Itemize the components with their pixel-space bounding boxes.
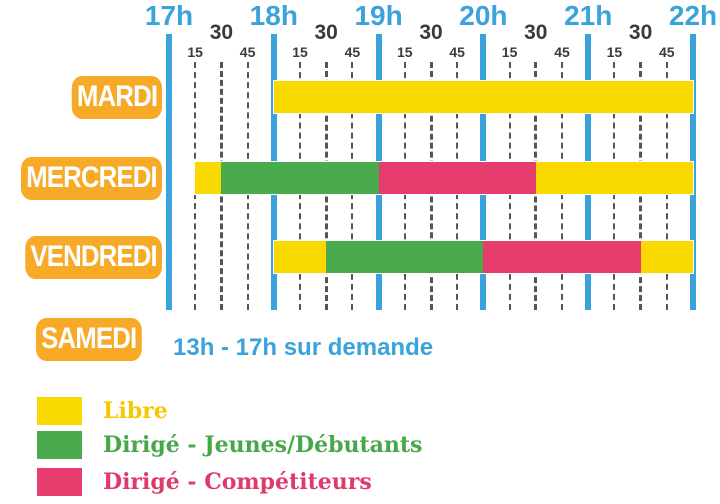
day-label-mardi: MARDI <box>71 76 162 119</box>
schedule-segment-jeunes <box>221 162 379 194</box>
hour-label: 17h <box>144 0 194 31</box>
half-hour-label: 30 <box>209 21 234 44</box>
quarter-label: 45 <box>659 44 675 60</box>
row-outline <box>194 161 694 195</box>
hour-label: 19h <box>354 0 403 31</box>
day-label-vendredi: VENDREDI <box>25 236 162 279</box>
schedule-segment-libre <box>273 241 327 273</box>
day-label-mercredi: MERCREDI <box>20 157 162 200</box>
row-outline <box>272 80 694 114</box>
schedule-segment-jeunes <box>326 241 484 273</box>
schedule-segment-libre <box>273 81 693 113</box>
schedule-segment-libre <box>535 162 693 194</box>
quarter-label: 15 <box>187 44 203 60</box>
half-hour-label: 30 <box>628 21 653 44</box>
quarter-label: 15 <box>606 44 623 60</box>
schedule-segment-libre <box>640 241 693 273</box>
hour-label: 22h <box>668 0 718 31</box>
quarter-label: 15 <box>501 44 518 60</box>
hour-label: 21h <box>564 0 613 31</box>
quarter-label: 45 <box>344 44 361 60</box>
legend-swatch <box>37 397 82 425</box>
half-hour-label: 30 <box>419 21 443 44</box>
legend-swatch <box>37 431 82 459</box>
hour-gridline <box>166 34 172 310</box>
legend-swatch <box>37 468 82 496</box>
half-hour-label: 30 <box>314 21 338 44</box>
quarter-label: 15 <box>292 44 308 60</box>
hour-label: 20h <box>459 0 508 31</box>
weekly-schedule: 17h 15 30 45 18h 15 30 45 19h 15 30 45 20h 15 30 45 21h 1… <box>20 0 718 310</box>
samedi-note: 13h - 17h sur demande <box>173 334 434 361</box>
hour-label: 18h <box>249 0 298 31</box>
quarter-label: 45 <box>554 44 570 60</box>
quarter-label: 45 <box>239 44 256 60</box>
schedule-segment-competiteurs <box>483 241 641 273</box>
quarter-label: 15 <box>397 44 413 60</box>
schedule-segment-libre <box>195 162 222 194</box>
legend-label: Dirigé - Jeunes/Débutants <box>103 432 423 458</box>
day-label-samedi: SAMEDI <box>36 318 142 361</box>
half-hour-label: 30 <box>524 21 548 44</box>
schedule-segment-competiteurs <box>378 162 536 194</box>
hour-gridline <box>690 34 696 310</box>
legend-label: Dirigé - Compétiteurs <box>103 469 372 495</box>
row-outline <box>272 240 694 274</box>
legend-label: Libre <box>103 398 168 424</box>
quarter-label: 45 <box>449 44 465 60</box>
